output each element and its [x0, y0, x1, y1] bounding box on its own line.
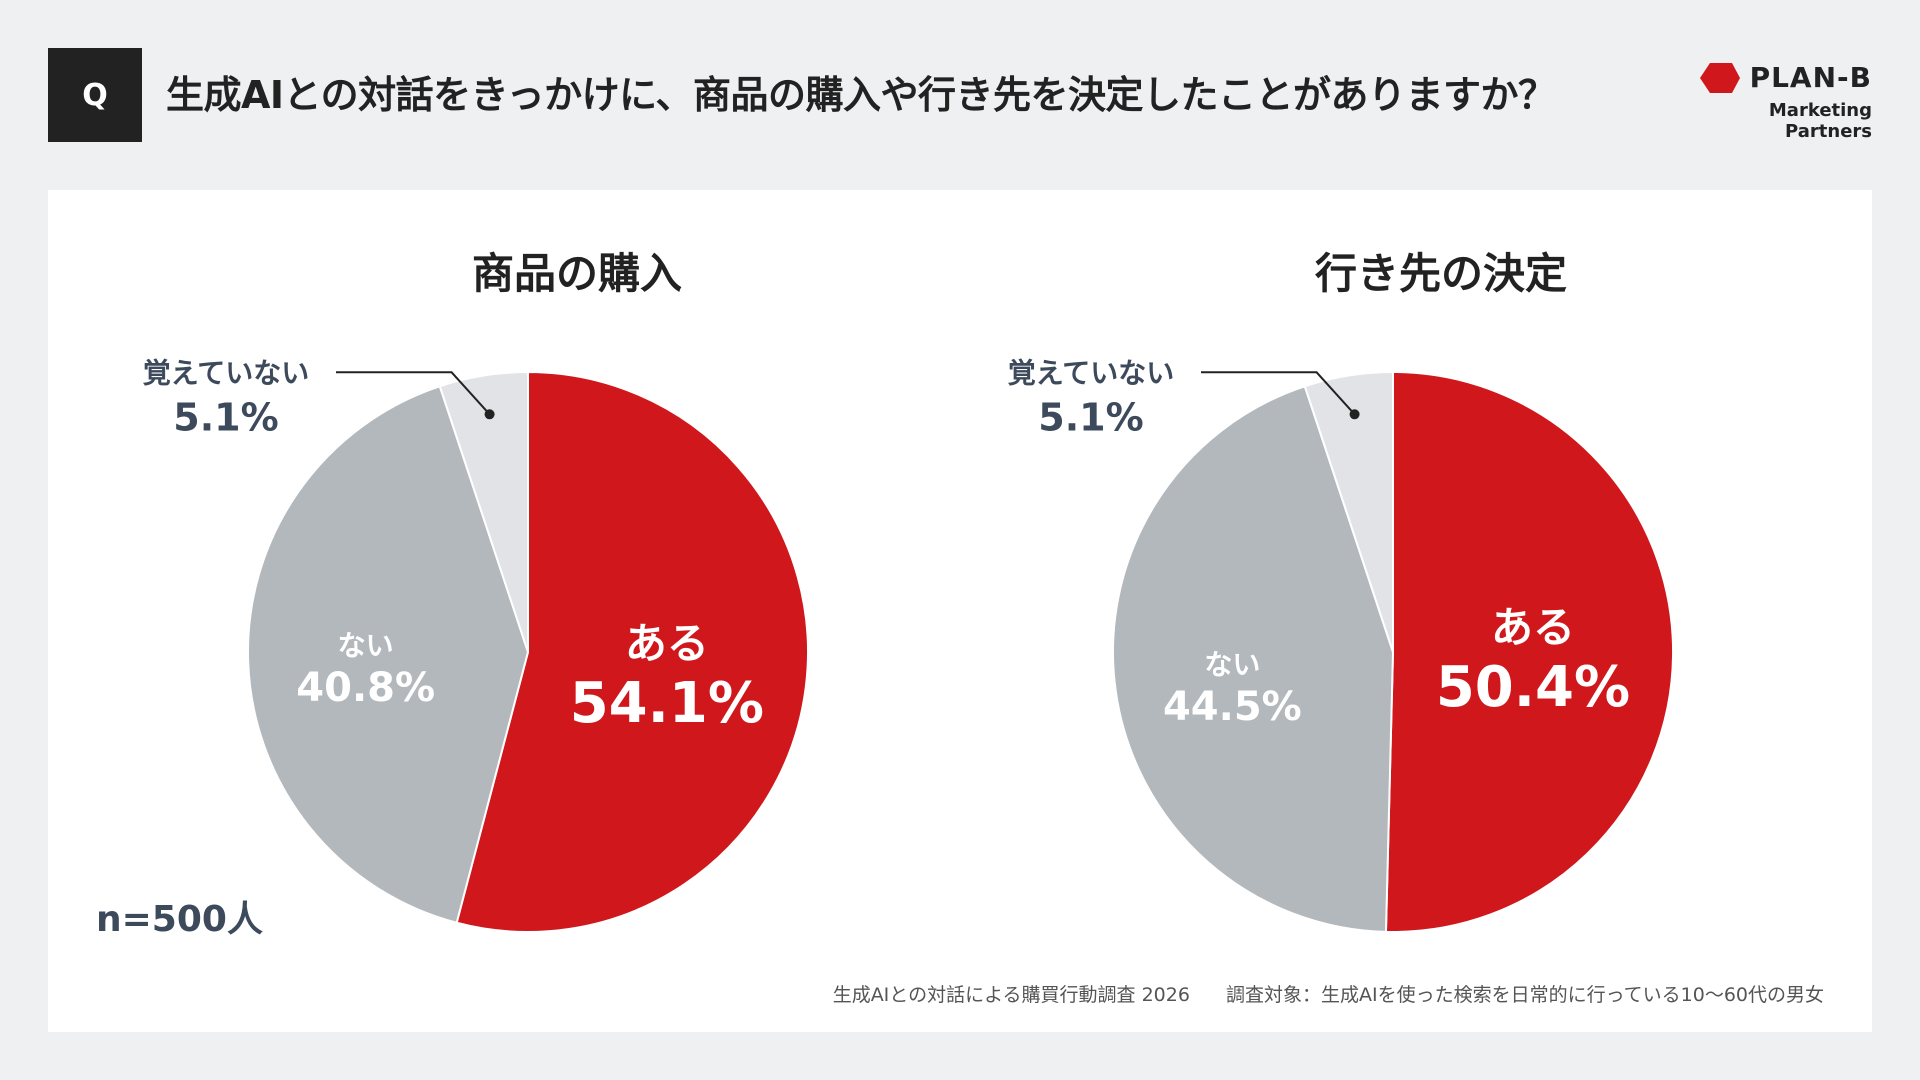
survey-target: 調査対象：生成AIを使った検索を日常的に行っている10〜60代の男女: [1225, 984, 1824, 1006]
pie1-slice-no: [1112, 384, 1395, 933]
pie1-callout-line: [1201, 371, 1356, 415]
pie0-callout-line: [336, 371, 491, 415]
sample-size-label: n=500人: [96, 899, 263, 940]
pie0-slice-unknown: [438, 370, 529, 653]
pie0-label-yes: ある: [625, 619, 709, 668]
pie1-label-yes: ある: [1491, 603, 1575, 652]
pie0-slice-no: [247, 384, 530, 924]
survey-name: 生成AIとの対話による購買行動調査 2026: [832, 984, 1190, 1006]
pie1-value-unknown: 5.1%: [1038, 395, 1143, 439]
pie0-value-no: 40.8%: [296, 665, 435, 711]
question-title: 生成AIとの対話をきっかけに、商品の購入や行き先を決定したことがありますか？: [166, 73, 1556, 117]
footer-note: 生成AIとの対話による購買行動調査 2026 調査対象：生成AIを使った検索を日…: [803, 980, 1824, 1007]
pie0-value-yes: 54.1%: [570, 671, 764, 736]
pie1-slice-unknown: [1303, 370, 1394, 653]
pie-title-destination: 行き先の決定: [1314, 249, 1567, 298]
pie0-label-unknown: 覚えていない: [143, 356, 310, 389]
plan-b-logo-icon: [1699, 63, 1740, 93]
logo-subtitle: Marketing Partners: [1768, 100, 1872, 142]
pie1-label-unknown: 覚えていない: [1008, 356, 1175, 389]
logo-name: PLAN-B: [1749, 61, 1872, 94]
brand-logo: PLAN-B Marketing Partners: [1682, 61, 1872, 142]
pie0-value-unknown: 5.1%: [173, 395, 278, 439]
pie0-label-no: ない: [338, 629, 394, 662]
pie1-slice-yes: [1384, 370, 1675, 933]
pie0-slice-yes: [455, 370, 809, 933]
pie1-value-no: 44.5%: [1163, 684, 1302, 730]
pie1-label-no: ない: [1204, 648, 1260, 681]
question-badge: Q: [48, 48, 142, 142]
chart-panel: 商品の購入 行き先の決定 ある 54.1% ない 40.8% 覚えていない 5.1% ある 5…: [48, 190, 1872, 1032]
pie-charts: ある54.1%ない40.8%覚えていない5.1%ある50.4%ない44.5%覚え…: [143, 356, 1675, 933]
pie-title-purchase: 商品の購入: [471, 249, 682, 298]
pie1-value-yes: 50.4%: [1436, 655, 1630, 720]
